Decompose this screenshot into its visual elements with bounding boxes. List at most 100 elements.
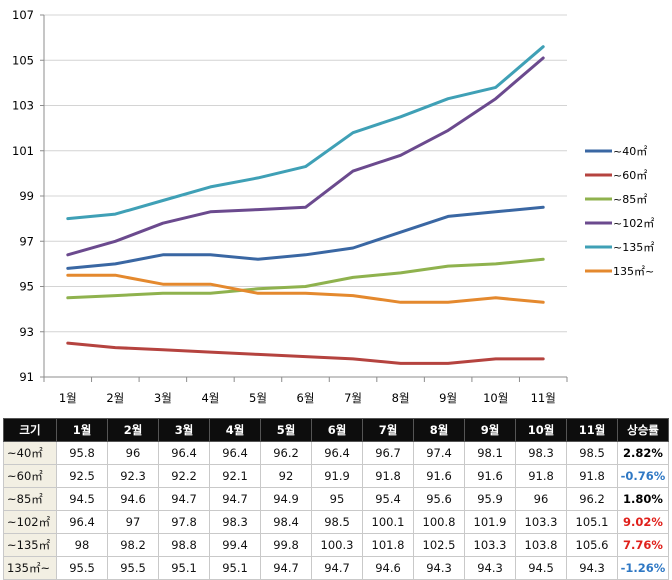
legend-label: ~135㎡ (613, 241, 654, 254)
table-header-row: 크기 1월 2월 3월 4월 5월 6월 7월 8월 9월 10월 11월 상승률 (3, 418, 669, 442)
table-cell: 96.2 (566, 487, 618, 511)
table-cell: 92 (260, 464, 312, 488)
legend-label: ~102㎡ (613, 217, 654, 230)
legend-label: 135㎡~ (613, 265, 654, 278)
table-cell: 98.8 (158, 533, 210, 557)
chart-legend: ~40㎡ ~60㎡ ~85㎡ ~102㎡ ~135㎡ 135㎡~ (585, 145, 654, 278)
table-cell: 94.6 (107, 487, 159, 511)
table-cell: 95.8 (56, 441, 108, 465)
series-line (66, 273, 545, 304)
table-cell: 92.3 (107, 464, 159, 488)
growth-rate-cell: 2.82% (617, 441, 669, 465)
table-cell: 94.3 (566, 556, 618, 580)
table-row: ~85㎡ 94.5 94.6 94.7 94.7 94.9 95 95.4 95.6 95.9 96… (3, 487, 669, 511)
column-header: 7월 (362, 418, 414, 442)
row-label: ~40㎡ (3, 441, 57, 465)
legend-label: ~60㎡ (613, 169, 647, 182)
y-tick-label: 93 (19, 325, 34, 339)
line-chart: 91 93 95 97 99 101 103 105 107 1월 2월 3월 4월 5월 6월 7월 8월 9… (12, 8, 654, 405)
table-cell: 99.8 (260, 533, 312, 557)
table-cell: 103.3 (464, 533, 516, 557)
table-cell: 95.5 (107, 556, 159, 580)
table-cell: 101.9 (464, 510, 516, 534)
table-cell: 98.5 (566, 441, 618, 465)
table-cell: 95 (311, 487, 363, 511)
table-cell: 101.8 (362, 533, 414, 557)
table-cell: 91.6 (413, 464, 465, 488)
table-cell: 96.4 (158, 441, 210, 465)
row-label: ~85㎡ (3, 487, 57, 511)
y-tick-label: 107 (12, 8, 34, 22)
column-header: 9월 (464, 418, 516, 442)
series-line (66, 56, 545, 257)
table-cell: 95.6 (413, 487, 465, 511)
table-cell: 103.8 (515, 533, 567, 557)
chart-gridlines (44, 14, 567, 378)
table-row: ~102㎡ 96.4 97 97.8 98.3 98.4 98.5 100.1 100.8 101… (3, 510, 669, 534)
x-axis: 1월 2월 3월 4월 5월 6월 7월 8월 9월 10월 11월 (43, 377, 568, 405)
table-cell: 98.5 (311, 510, 363, 534)
table-cell: 95.1 (209, 556, 261, 580)
table-cell: 97 (107, 510, 159, 534)
table-cell: 105.6 (566, 533, 618, 557)
x-tick-label: 2월 (106, 391, 124, 405)
table-cell: 98.2 (107, 533, 159, 557)
column-header: 5월 (260, 418, 312, 442)
table-cell: 94.3 (413, 556, 465, 580)
y-tick-label: 91 (19, 370, 34, 384)
table-cell: 96.4 (209, 441, 261, 465)
row-label: ~135㎡ (3, 533, 57, 557)
y-tick-label: 95 (19, 280, 34, 294)
x-tick-label: 8월 (392, 391, 410, 405)
column-header: 6월 (311, 418, 363, 442)
table-cell: 100.1 (362, 510, 414, 534)
table-cell: 94.3 (464, 556, 516, 580)
x-tick-label: 4월 (201, 391, 219, 405)
table-cell: 105.1 (566, 510, 618, 534)
column-header: 2월 (107, 418, 159, 442)
x-tick-label: 1월 (59, 391, 77, 405)
column-header: 11월 (566, 418, 618, 442)
y-tick-label: 101 (12, 144, 34, 158)
table-row: 135㎡~ 95.5 95.5 95.1 95.1 94.7 94.7 94.6 94.3 94.… (3, 556, 669, 580)
series-line (66, 341, 545, 365)
legend-label: ~40㎡ (613, 145, 647, 158)
table-cell: 98.3 (209, 510, 261, 534)
series-line (66, 257, 545, 300)
row-label: ~60㎡ (3, 464, 57, 488)
table-cell: 91.8 (515, 464, 567, 488)
table-cell: 96.7 (362, 441, 414, 465)
column-header: 크기 (3, 418, 57, 442)
chart-series (66, 45, 545, 365)
row-label: 135㎡~ (3, 556, 57, 580)
table-cell: 91.9 (311, 464, 363, 488)
table-cell: 98.3 (515, 441, 567, 465)
table-cell: 95.4 (362, 487, 414, 511)
y-tick-label: 105 (12, 53, 34, 67)
table-cell: 99.4 (209, 533, 261, 557)
y-tick-label: 99 (19, 189, 34, 203)
table-cell: 97.8 (158, 510, 210, 534)
table-cell: 92.1 (209, 464, 261, 488)
table-cell: 95.9 (464, 487, 516, 511)
growth-rate-cell: 9.02% (617, 510, 669, 534)
table-cell: 94.7 (158, 487, 210, 511)
table-cell: 94.9 (260, 487, 312, 511)
table-cell: 98.4 (260, 510, 312, 534)
table-cell: 96 (515, 487, 567, 511)
table-cell: 94.6 (362, 556, 414, 580)
table-cell: 94.7 (209, 487, 261, 511)
y-tick-label: 97 (19, 234, 34, 248)
table-body: ~40㎡ 95.8 96 96.4 96.4 96.2 96.4 96.7 97.4 98.1 98… (3, 441, 669, 580)
table-cell: 94.7 (260, 556, 312, 580)
x-tick-label: 10월 (483, 391, 508, 405)
table-cell: 100.3 (311, 533, 363, 557)
table-cell: 97.4 (413, 441, 465, 465)
table-row: ~60㎡ 92.5 92.3 92.2 92.1 92 91.9 91.8 91.6 91.6 91… (3, 464, 669, 488)
table-cell: 91.8 (566, 464, 618, 488)
x-tick-label: 7월 (344, 391, 362, 405)
table-cell: 102.5 (413, 533, 465, 557)
series-line (66, 205, 545, 270)
table-cell: 96.2 (260, 441, 312, 465)
growth-rate-cell: -0.76% (617, 464, 669, 488)
